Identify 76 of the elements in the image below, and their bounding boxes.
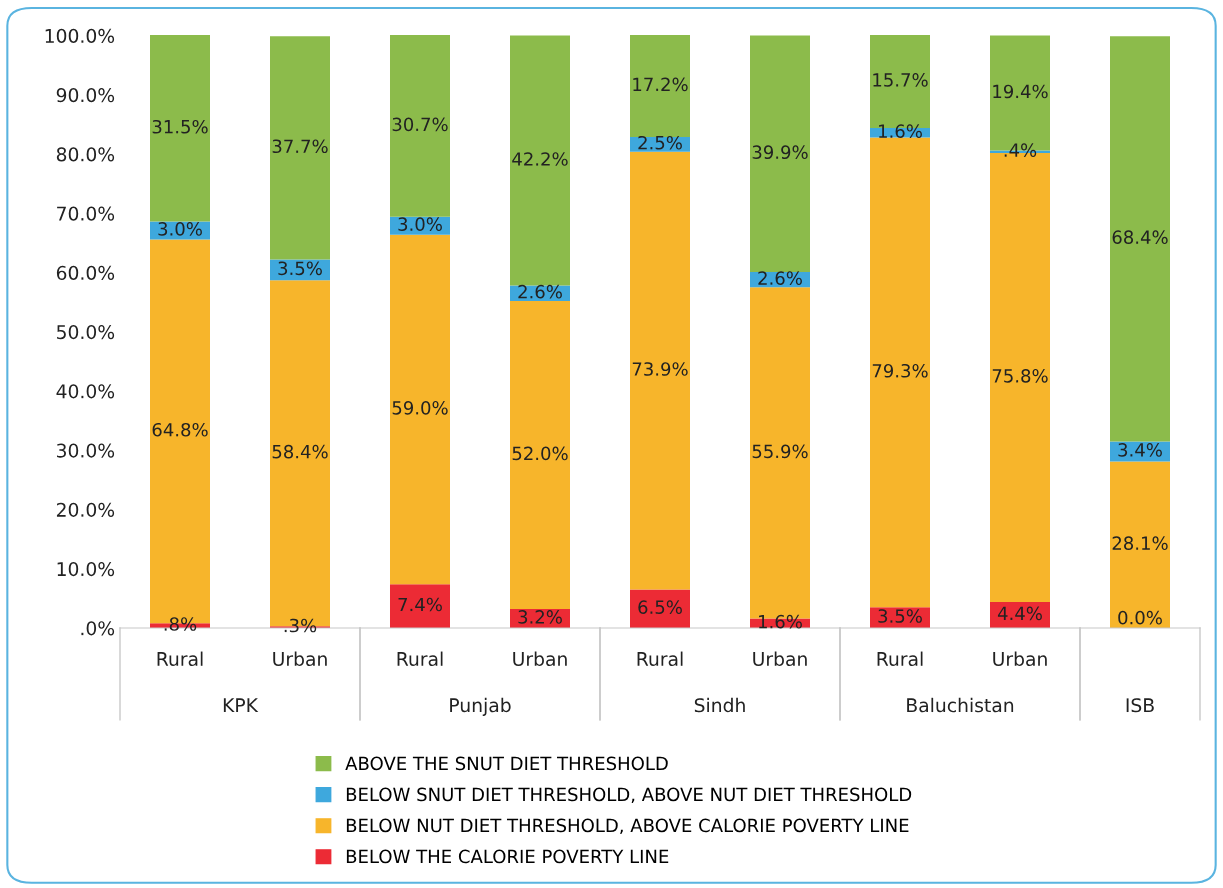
bar	[390, 234, 450, 585]
data-label: 6.5%	[638, 600, 682, 614]
y-tick-label: 70.0%	[57, 206, 115, 221]
text: Sindh	[694, 697, 745, 713]
y-tick-label: 60.0%	[56, 265, 115, 280]
y-tick-label: 10.0%	[57, 561, 115, 577]
y-tick-label: 30.0%	[57, 443, 115, 458]
data-label: 68.4%	[1112, 230, 1168, 245]
data-label: 58.4%	[272, 444, 328, 459]
data-label: 4.4%	[997, 606, 1042, 621]
bar	[150, 35, 210, 222]
y-tick-label: 80.0%	[56, 147, 115, 162]
data-label: 59.0%	[392, 400, 448, 415]
data-label: 2.5%	[638, 135, 682, 150]
data-label: 2.6%	[758, 271, 802, 285]
data-label: 30.7%	[392, 117, 448, 132]
y-tick-label: .0%	[81, 621, 115, 636]
bar	[630, 151, 690, 590]
data-label: 75.8%	[992, 368, 1048, 383]
text: ISB	[1126, 698, 1154, 713]
bar	[390, 584, 450, 628]
legend-label: ABOVE THE SNUT DIET THRESHOLD	[345, 756, 668, 771]
data-label: 3.2%	[518, 610, 562, 624]
bar	[870, 137, 930, 608]
x-tick-label: Urban	[513, 651, 567, 667]
x-tick-label: Urban	[753, 651, 807, 667]
y-tick-label: 90.0%	[56, 88, 115, 103]
data-label: 3.5%	[278, 261, 322, 276]
data-label: 3.4%	[1118, 443, 1162, 457]
bar	[270, 36, 330, 260]
data-label: 31.5%	[152, 119, 208, 134]
bar	[510, 300, 570, 610]
bar	[390, 35, 450, 217]
legend-label: BELOW NUT DIET THRESHOLD, ABOVE CALORIE POVERTY LINE	[346, 818, 909, 835]
text: KPK	[223, 698, 259, 713]
data-label: 42.2%	[512, 152, 568, 166]
bar	[1110, 36, 1170, 442]
data-label: .8%	[164, 617, 197, 631]
data-label: 28.1%	[1112, 536, 1168, 551]
y-tick-label: 100.0%	[45, 28, 115, 43]
bar	[630, 589, 690, 628]
legend-label: BELOW THE CALORIE POVERTY LINE	[346, 849, 669, 864]
x-tick-label: Urban	[993, 651, 1047, 667]
data-label: 3.0%	[398, 217, 442, 231]
data-label: 37.7%	[272, 139, 328, 154]
bar	[1110, 441, 1170, 462]
bar	[1110, 461, 1170, 628]
bar	[510, 35, 570, 286]
y-tick-label: 40.0%	[56, 384, 115, 399]
x-tick-label: Urban	[273, 651, 327, 667]
data-label: 73.9%	[632, 362, 688, 376]
legend-label: BELOW SNUT DIET THRESHOLD, ABOVE NUT DIET THRESHOLD	[346, 787, 912, 804]
data-label: 15.7%	[873, 73, 928, 87]
data-label: 55.9%	[752, 444, 808, 459]
data-label: 64.8%	[152, 422, 208, 437]
y-tick-label: 50.0%	[57, 325, 115, 340]
text: Punjab	[450, 697, 511, 716]
data-label: 79.3%	[872, 363, 928, 378]
text: Baluchistan	[907, 697, 1014, 713]
bar	[630, 35, 690, 137]
data-label: 52.0%	[512, 446, 568, 461]
y-tick-label: 20.0%	[56, 502, 115, 517]
data-label: 17.2%	[633, 77, 688, 92]
x-tick-label: Rural	[637, 651, 683, 667]
data-label: 2.6%	[518, 284, 562, 299]
data-label: 0.0%	[1118, 610, 1162, 625]
x-tick-label: Rural	[397, 651, 443, 667]
data-label: 3.0%	[158, 222, 202, 236]
x-tick-label: Rural	[877, 651, 923, 667]
data-label: 7.4%	[398, 597, 442, 612]
x-tick-label: Rural	[157, 651, 203, 667]
bar	[750, 35, 810, 272]
data-label: 1.6%	[879, 124, 922, 138]
data-label: 19.4%	[993, 84, 1048, 99]
data-label: 3.5%	[878, 609, 922, 623]
data-label: 39.9%	[752, 145, 808, 160]
